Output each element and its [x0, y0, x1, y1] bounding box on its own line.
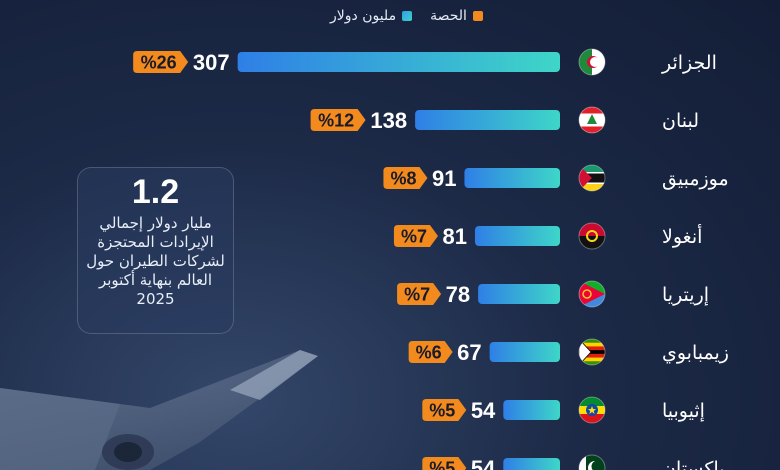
- legend-swatch-value: [402, 11, 413, 21]
- share-label: %8: [390, 169, 416, 189]
- country-label: باكستان: [662, 458, 725, 470]
- value-label: 138: [370, 108, 407, 133]
- country-label: إريتريا: [662, 284, 709, 307]
- share-tag: [397, 283, 442, 305]
- legend-swatch-share: [472, 11, 483, 21]
- share-tag: [393, 225, 438, 247]
- country-label: لبنان: [662, 110, 699, 132]
- value-label: 78: [446, 282, 470, 307]
- legend-item-share: الحصة: [430, 8, 483, 24]
- value-bar: [503, 458, 560, 470]
- country-label: موزمبيق: [662, 168, 729, 190]
- legend-item-value: مليون دولار: [330, 8, 413, 24]
- value-bar: [503, 400, 560, 420]
- info-card-text: مليار دولار إجمالي الإيرادات المحتجزة لش…: [86, 214, 225, 308]
- zimbabwe-flag-icon: [578, 338, 606, 366]
- country-label: الجزائر: [661, 52, 717, 74]
- share-tag: [422, 399, 467, 421]
- share-label: %12: [318, 111, 354, 131]
- share-tag: [383, 167, 428, 189]
- value-bar: [237, 52, 560, 72]
- legend-value-label: مليون دولار: [330, 8, 397, 24]
- share-label: %5: [429, 401, 455, 421]
- value-label: 67: [457, 340, 481, 365]
- airplane-illustration: [0, 350, 318, 470]
- info-card-value: 1.2: [131, 173, 180, 211]
- chart-row: أنغولا 81 %7: [393, 222, 702, 250]
- angola-flag-icon: [578, 222, 606, 250]
- share-label: %7: [404, 285, 430, 305]
- legend: مليون دولار الحصة: [330, 6, 530, 26]
- share-tag: [133, 51, 189, 73]
- chart-row: إريتريا 78 %7: [397, 280, 709, 308]
- value-label: 54: [471, 398, 496, 423]
- chart-row: موزمبيق 91 %8: [383, 164, 729, 192]
- country-label: زيمبابوي: [662, 342, 729, 364]
- share-tag: [310, 109, 366, 131]
- info-card: 1.2 مليار دولار إجمالي الإيرادات المحتجز…: [77, 167, 234, 334]
- ethiopia-flag-icon: [578, 396, 606, 424]
- share-label: %5: [429, 459, 455, 470]
- country-label: أنغولا: [662, 224, 702, 248]
- value-bar: [474, 226, 560, 246]
- chart-row: الجزائر 307 %26: [133, 48, 717, 76]
- country-label: إثيوبيا: [662, 400, 705, 423]
- chart-row: لبنان 138 %12: [310, 106, 699, 134]
- legend-share-label: الحصة: [430, 8, 467, 24]
- lebanon-flag-icon: [578, 106, 606, 134]
- eritrea-flag-icon: [578, 280, 606, 308]
- chart-row: إثيوبيا 54 %5: [422, 396, 705, 424]
- value-label: 81: [442, 224, 466, 249]
- value-label: 54: [471, 456, 496, 470]
- chart-row: باكستان 54 %5: [422, 454, 725, 470]
- algeria-flag-icon: [578, 48, 606, 76]
- share-label: %7: [401, 227, 427, 247]
- mozambique-flag-icon: [578, 164, 606, 192]
- chart-row: زيمبابوي 67 %6: [408, 338, 729, 366]
- share-tag: [408, 341, 453, 363]
- value-bar: [415, 110, 560, 130]
- value-label: 307: [193, 50, 230, 75]
- share-label: %6: [416, 343, 442, 363]
- share-label: %26: [141, 53, 177, 73]
- share-tag: [422, 457, 467, 470]
- value-label: 91: [432, 166, 456, 191]
- value-bar: [489, 342, 560, 362]
- pakistan-flag-icon: [578, 454, 606, 470]
- value-bar: [464, 168, 560, 188]
- value-bar: [478, 284, 560, 304]
